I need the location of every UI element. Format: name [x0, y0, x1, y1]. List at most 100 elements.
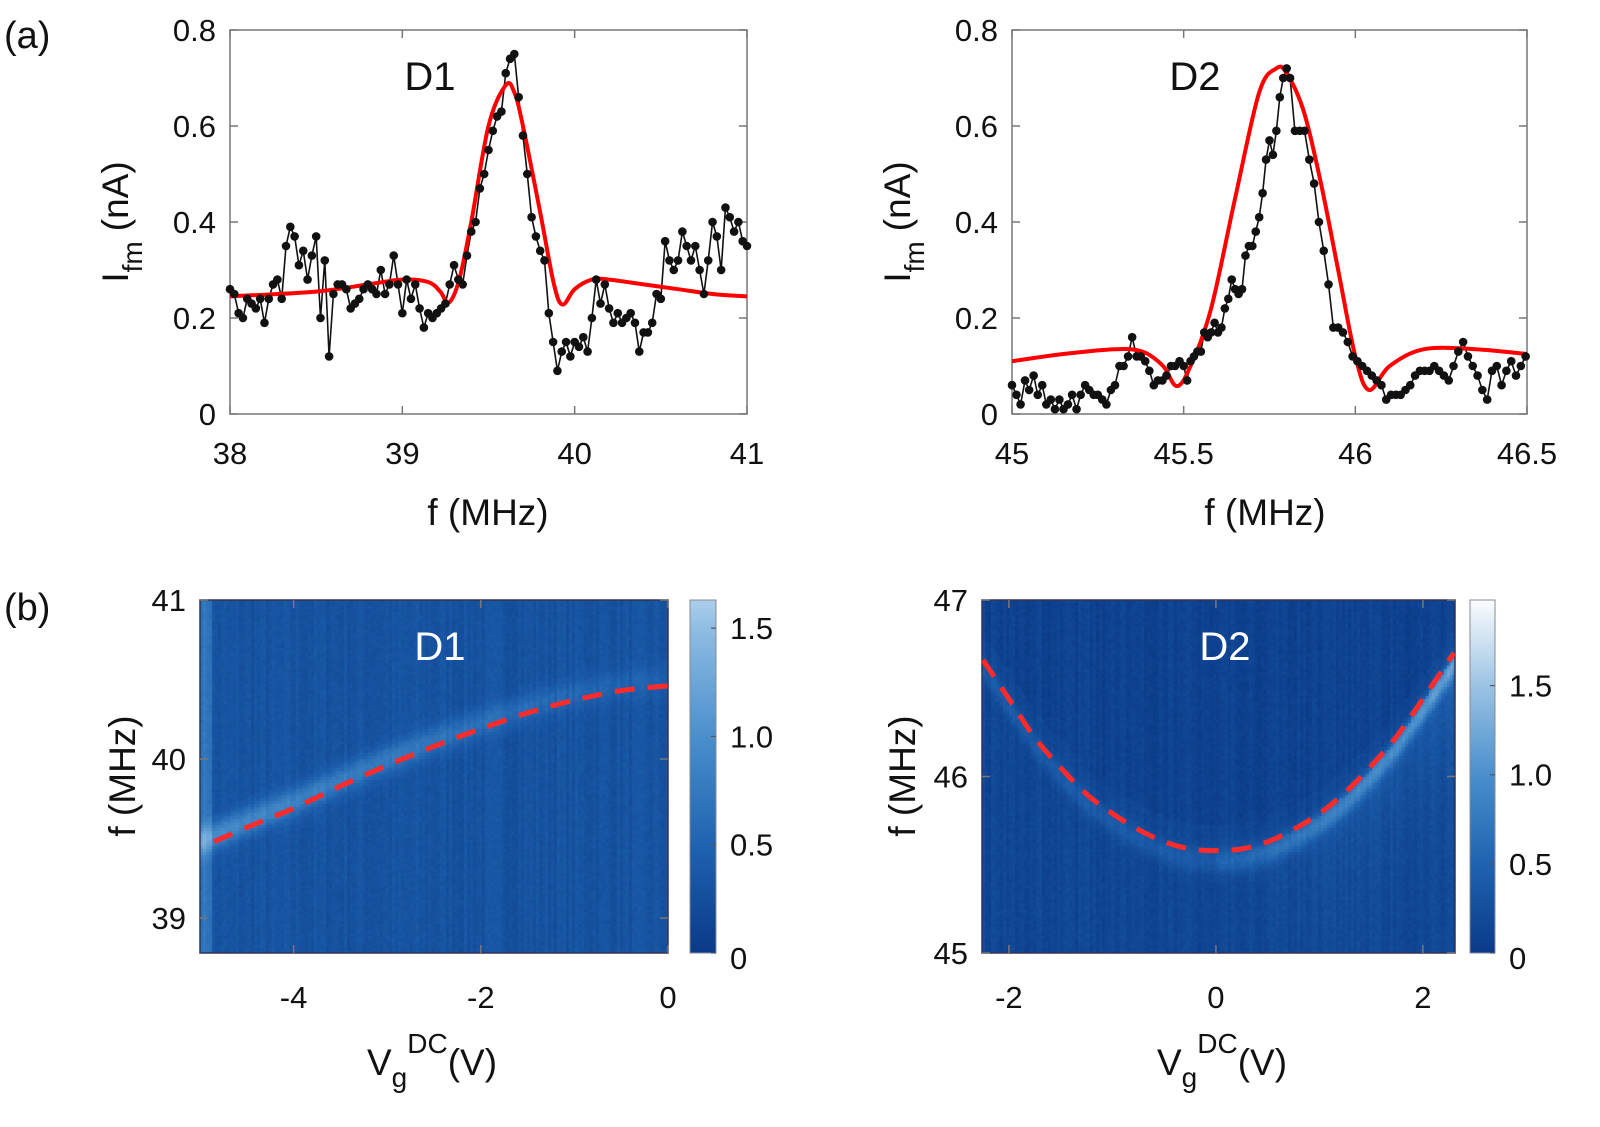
data-point — [1444, 376, 1454, 385]
fit-curve — [229, 81, 748, 307]
x-tick-label: 0 — [1207, 980, 1224, 1015]
data-point — [380, 289, 390, 299]
data-point — [1324, 280, 1333, 289]
data-point — [1463, 352, 1473, 361]
data-point — [406, 294, 416, 304]
panel-b-D2: -2 0 2 45 46 47 D2 0 0.5 1.0 1.5 VgDC(V) f (MHz) — [882, 583, 1552, 1093]
x-axis-label-sub: g — [1182, 1062, 1198, 1093]
data-point — [1251, 227, 1261, 236]
y-tick-label: 0.6 — [173, 109, 216, 144]
data-point — [1338, 328, 1348, 337]
data-point — [1258, 188, 1267, 198]
data-point — [479, 169, 489, 179]
data-point — [410, 280, 420, 289]
x-tick-label: 41 — [730, 436, 764, 471]
data-point — [1482, 395, 1492, 404]
data-point — [286, 222, 295, 232]
y-tick-label: 40 — [152, 742, 186, 777]
data-point — [604, 304, 614, 313]
y-tick-label: 0.6 — [955, 109, 998, 144]
data-point — [691, 241, 700, 251]
x-tick-label: 38 — [213, 436, 247, 471]
data-point — [1405, 380, 1415, 390]
data-point — [419, 323, 429, 332]
data-point — [475, 184, 485, 193]
x-axis-label-unit: (V) — [448, 1042, 497, 1083]
data-point — [462, 251, 472, 260]
data-point — [1506, 356, 1516, 366]
data-point — [1055, 395, 1064, 404]
data-point — [398, 308, 407, 318]
y-axis-label-sub: fm — [117, 241, 148, 272]
data-point — [1265, 136, 1274, 145]
data-point — [1119, 361, 1128, 371]
colorbar-tick-label: 1.0 — [730, 719, 773, 754]
data-point — [441, 299, 450, 308]
data-point — [548, 337, 558, 347]
y-axis-label: Ifm (nA) — [877, 161, 930, 282]
x-tick-label: 39 — [385, 436, 419, 471]
data-point — [703, 256, 713, 265]
data-point — [1237, 284, 1247, 294]
panel-title: D2 — [1199, 625, 1250, 669]
data-point — [1046, 395, 1056, 404]
data-point — [311, 232, 321, 241]
data-point — [273, 275, 282, 284]
data-point — [1140, 356, 1150, 366]
data-point — [1037, 380, 1047, 390]
data-point — [682, 241, 691, 251]
x-tick-label: 45.5 — [1153, 436, 1213, 471]
data-point — [591, 275, 601, 284]
data-point — [587, 313, 597, 323]
heatmap-d1 — [200, 600, 668, 953]
data-point — [1110, 380, 1120, 390]
data-point — [294, 260, 304, 270]
data-point — [1162, 371, 1171, 380]
data-point — [712, 232, 722, 241]
heatmap-d2 — [982, 600, 1455, 953]
data-point — [354, 294, 364, 304]
data-point — [1285, 73, 1295, 83]
data-point — [1102, 400, 1111, 409]
y-tick-label: 0.4 — [955, 205, 998, 240]
dashed-fit-curve — [980, 651, 1457, 854]
data-point — [1217, 323, 1226, 332]
data-point — [1454, 347, 1463, 356]
data-point — [1502, 366, 1511, 376]
data-point — [535, 246, 545, 256]
data-point — [725, 212, 735, 222]
data-point — [630, 318, 640, 328]
data-point — [1210, 318, 1219, 328]
data-point — [1468, 361, 1478, 371]
y-tick-label: 0.2 — [173, 301, 216, 336]
data-point — [1511, 371, 1521, 380]
data-point — [1282, 64, 1291, 73]
data-point — [673, 256, 683, 265]
y-tick-label: 0.2 — [955, 301, 998, 336]
data-point — [277, 294, 287, 304]
data-point — [376, 265, 386, 275]
panel-title: D1 — [414, 625, 465, 669]
data-point — [281, 241, 291, 251]
data-point — [553, 366, 562, 376]
y-axis-label-sub: fm — [899, 241, 930, 272]
data-point — [656, 294, 666, 304]
data-point — [1449, 361, 1458, 371]
y-axis-label-unit: (nA) — [95, 161, 136, 231]
panel-title: D1 — [404, 55, 455, 99]
data-point — [1206, 328, 1216, 337]
x-tick-label: 40 — [557, 436, 591, 471]
data-point — [497, 107, 506, 116]
data-point — [290, 232, 299, 241]
data-point — [578, 332, 588, 342]
colorbar-tick-label: 1.5 — [1509, 669, 1552, 704]
data-point — [1248, 241, 1257, 251]
data-point — [669, 265, 679, 275]
data-point — [1220, 304, 1230, 313]
data-point — [708, 217, 717, 227]
data-point — [1497, 380, 1506, 390]
y-axis-label-unit: (nA) — [877, 161, 918, 231]
y-axis-label-main: I — [877, 272, 918, 282]
